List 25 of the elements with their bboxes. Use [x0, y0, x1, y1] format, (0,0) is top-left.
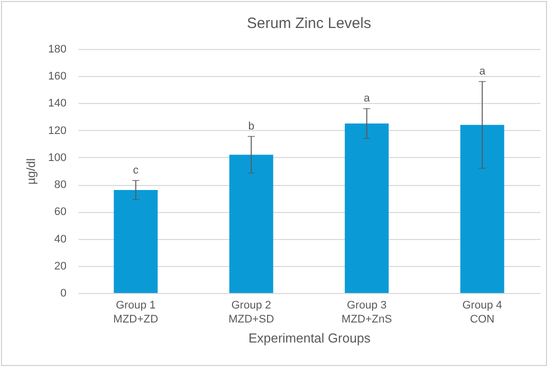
y-tick-label: 40 — [54, 233, 66, 246]
y-tick-label: 0 — [60, 288, 66, 300]
bar — [344, 124, 389, 293]
y-tick-label: 160 — [48, 70, 66, 83]
annotation: c — [133, 164, 139, 176]
y-tick-label: 20 — [54, 260, 66, 272]
y-axis-title: µg/dl — [24, 158, 38, 185]
y-tick-label: 180 — [48, 44, 66, 56]
bar — [460, 124, 504, 293]
bar — [114, 190, 158, 293]
y-tick-label: 100 — [48, 152, 66, 164]
annotation: b — [248, 120, 254, 132]
bar — [229, 154, 274, 293]
x-tick-label: Group 3 MZD+ZnS — [342, 300, 392, 326]
chart-title: Serum Zinc Levels — [246, 15, 372, 32]
y-tick-label: 120 — [48, 124, 66, 137]
x-tick-label: Group 2 MZD+SD — [228, 300, 274, 326]
x-tick-label: Group 1 MZD+ZD — [113, 300, 158, 326]
x-tick-label: Group 4 CON — [462, 300, 502, 326]
y-tick-label: 60 — [54, 206, 66, 218]
annotation: a — [479, 66, 486, 78]
y-tick-label: 140 — [48, 98, 66, 110]
x-axis-title: Experimental Groups — [248, 330, 372, 346]
annotation: a — [364, 92, 371, 105]
y-tick-label: 80 — [54, 179, 66, 192]
